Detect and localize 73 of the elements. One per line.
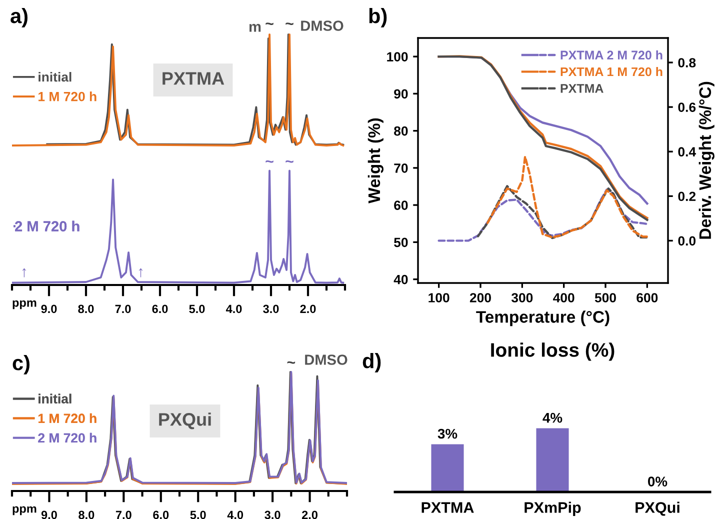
y-tick-label: 50 — [394, 238, 408, 248]
x-tick-label: 6.0 — [153, 510, 169, 519]
x-tick-label: 2.0 — [302, 510, 318, 519]
x-axis-title: Temperature (°C) — [476, 310, 610, 326]
legend-label: PXTMA — [560, 84, 604, 93]
line-series — [438, 188, 648, 242]
y2-axis-title: Deriv. Weight (%/°C) — [698, 82, 714, 239]
data-label: 4% — [542, 412, 562, 423]
annotation: ~ — [286, 22, 294, 25]
x-axis-title: ppm — [12, 300, 36, 310]
x-tick-label: 6.0 — [152, 304, 168, 314]
annotation: ~ — [286, 160, 294, 163]
x-tick-label: 9.0 — [41, 304, 57, 314]
x-tick-label: 7.0 — [116, 510, 132, 519]
annotation: ↑ — [138, 268, 143, 278]
x-tick-label: 2.0 — [300, 304, 316, 314]
annotation: PXQui — [159, 412, 211, 430]
chart-title: Ionic loss (%) — [491, 342, 614, 361]
x-tick-label: 4.0 — [227, 510, 244, 519]
y-tick-label: 60 — [394, 200, 408, 210]
x-tick-label: PXmPip — [524, 502, 581, 516]
text: DMSO — [301, 20, 344, 31]
y2-tick-label: 0.2 — [678, 192, 696, 202]
y-tick-label: 40 — [394, 274, 408, 284]
data-label: 0% — [648, 476, 668, 486]
y-tick-label: 100 — [387, 52, 408, 62]
legend-label: initial — [38, 72, 72, 82]
x-tick-label: 3.0 — [264, 510, 280, 519]
legend-label: 2 M 720 h — [38, 432, 96, 443]
x-tick-label: 300 — [511, 293, 533, 302]
x-tick-label: 8.0 — [78, 304, 94, 314]
x-tick-label: 200 — [470, 293, 491, 302]
x-tick-label: 5.0 — [189, 304, 205, 314]
y2-tick-label: 0.0 — [678, 236, 696, 246]
x-tick-label: PXQui — [636, 502, 680, 516]
text: b) — [369, 8, 387, 28]
annotation: ~ — [266, 22, 274, 25]
x-tick-label: 600 — [636, 293, 658, 302]
x-tick-label: 9.0 — [41, 510, 57, 519]
y-axis-title: Weight (%) — [368, 118, 384, 204]
legend-label: 1 M 720 h — [38, 92, 96, 102]
legend-label: 1 M 720 h — [38, 413, 96, 424]
annotation: ~ — [287, 361, 296, 364]
annotation: c) — [12, 355, 30, 374]
legend-label: 2 M 720 h — [15, 220, 80, 232]
x-tick-label: 3.0 — [263, 304, 279, 314]
y2-tick-label: 0.6 — [678, 102, 696, 112]
text: m — [249, 24, 261, 32]
text: d) — [362, 353, 381, 372]
legend-label: PXTMA 1 M 720 h — [560, 67, 662, 76]
text: a) — [10, 8, 28, 28]
x-tick-label: 4.0 — [226, 304, 242, 314]
legend-label: PXTMA 2 M 720 h — [560, 50, 662, 60]
y2-tick-label: 0.8 — [678, 58, 696, 68]
x-tick-label: PXTMA — [422, 502, 474, 513]
x-tick-label: 5.0 — [190, 510, 206, 519]
text: DMSO — [305, 354, 348, 365]
x-tick-label: 8.0 — [78, 510, 94, 519]
y-tick-label: 80 — [394, 126, 408, 136]
y2-tick-label: 0.4 — [678, 147, 696, 156]
annotation: PXTMA — [162, 72, 224, 85]
x-tick-label: 7.0 — [115, 304, 131, 314]
line-series — [486, 156, 648, 238]
annotation: ~ — [266, 160, 274, 163]
x-axis-title: ppm — [12, 506, 36, 516]
x-tick-label: 500 — [594, 293, 616, 302]
x-tick-label: 100 — [428, 293, 450, 302]
y-tick-label: 70 — [394, 163, 408, 173]
legend-label: initial — [38, 394, 72, 404]
annotation: ↑ — [22, 268, 26, 278]
data-label: 3% — [438, 428, 458, 439]
x-tick-label: 400 — [553, 293, 574, 302]
y-tick-label: 90 — [394, 89, 408, 99]
